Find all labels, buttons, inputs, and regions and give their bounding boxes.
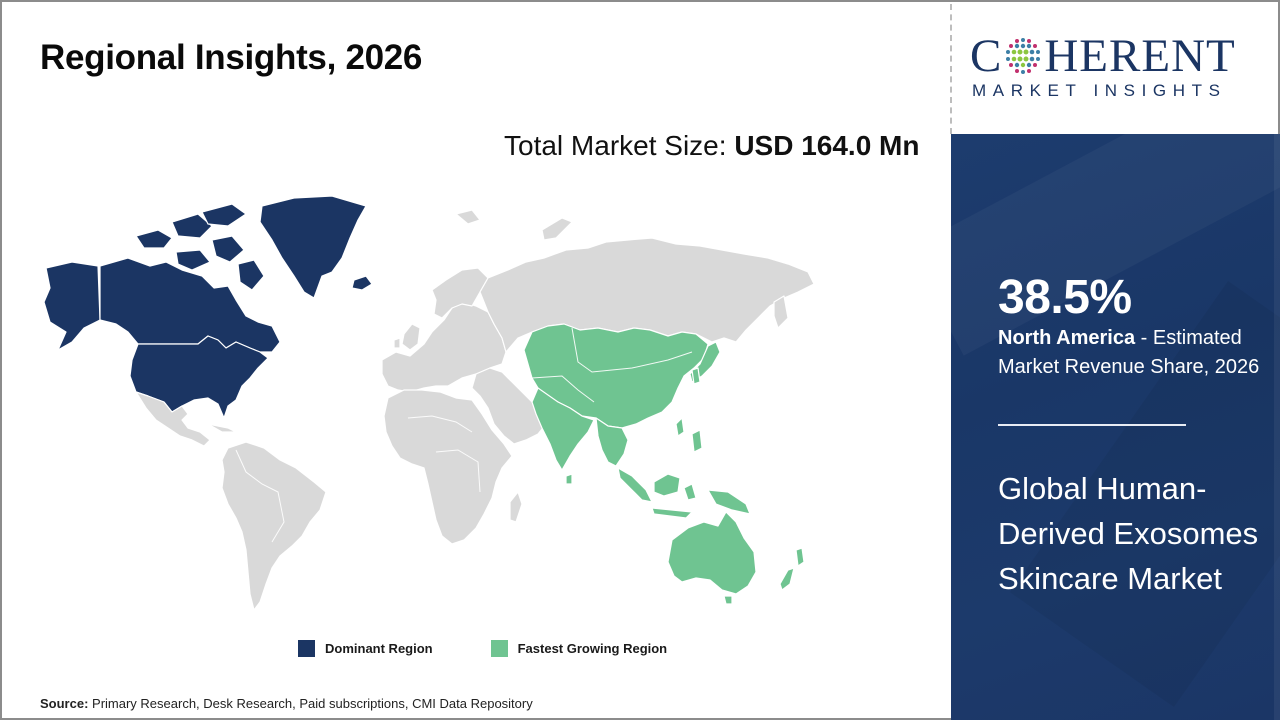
source-label: Source:	[40, 696, 89, 711]
map-legend: Dominant Region Fastest Growing Region	[298, 640, 725, 657]
region-north-america	[43, 195, 373, 419]
panel-edge	[1274, 134, 1280, 720]
world-map	[43, 195, 815, 611]
region-mea	[383, 367, 547, 545]
region-latin-america	[135, 391, 327, 611]
market-size-value: USD 164.0 Mn	[734, 130, 920, 161]
share-text: - Estimated Market Revenue Share, 2026	[998, 327, 1260, 378]
panel-divider	[998, 424, 1186, 426]
divider-dashed	[950, 4, 952, 134]
source-text: Primary Research, Desk Research, Paid su…	[88, 696, 533, 711]
globe-dots-icon	[1006, 38, 1041, 74]
market-size-label: Total Market Size:	[504, 130, 735, 161]
region-asia-pacific	[523, 323, 805, 605]
share-region: North America	[998, 327, 1136, 349]
share-description: North America - Estimated Market Revenue…	[998, 324, 1268, 382]
legend-item-fastest: Fastest Growing Region	[490, 640, 668, 657]
region-europe	[381, 209, 507, 393]
logo-tagline: MARKET INSIGHTS	[972, 81, 1227, 100]
logo-word: HERENT	[1044, 30, 1236, 82]
source-note: Source: Primary Research, Desk Research,…	[40, 696, 533, 711]
report-title: Global Human-Derived Exosomes Skincare M…	[998, 471, 1259, 596]
summary-panel: 38.5% North America - Estimated Market R…	[951, 134, 1280, 720]
fastest-swatch	[490, 640, 508, 657]
share-stat: 38.5%	[998, 271, 1132, 324]
legend-label: Fastest Growing Region	[517, 641, 668, 656]
logo-wordmark: C HERENT	[970, 32, 1270, 80]
company-logo: C HERENT MARKET INSIGHTS	[970, 32, 1270, 102]
logo-letter: C	[970, 30, 1003, 82]
total-market-size: Total Market Size: USD 164.0 Mn	[504, 126, 924, 166]
dominant-swatch	[298, 640, 315, 657]
legend-item-dominant: Dominant Region	[298, 640, 433, 657]
legend-label: Dominant Region	[325, 641, 433, 656]
page-title: Regional Insights, 2026	[40, 38, 423, 77]
